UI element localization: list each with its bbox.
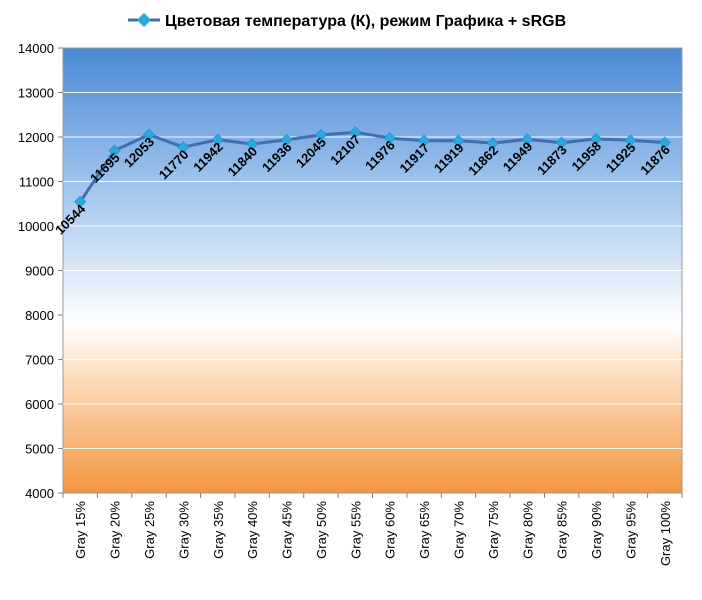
x-tick-label: Gray 55% — [348, 501, 363, 559]
y-tick-label: 7000 — [25, 353, 54, 368]
data-point — [383, 132, 396, 145]
data-point — [211, 133, 224, 146]
x-tick-label: Gray 40% — [245, 501, 260, 559]
legend-marker — [136, 12, 152, 28]
data-point — [418, 134, 431, 147]
x-tick-label: Gray 60% — [383, 501, 398, 559]
x-tick-label: Gray 30% — [176, 501, 191, 559]
x-tick-label: Gray 70% — [451, 501, 466, 559]
data-point — [658, 136, 671, 149]
x-tick-label: Gray 35% — [211, 501, 226, 559]
data-point — [142, 128, 155, 141]
y-tick-label: 14000 — [18, 41, 54, 56]
data-point — [624, 134, 637, 147]
data-point — [280, 133, 293, 146]
legend-label: Цветовая температура (К), режим Графика … — [165, 13, 566, 30]
y-tick-label: 4000 — [25, 486, 54, 501]
x-tick-label: Gray 85% — [555, 501, 570, 559]
x-tick-label: Gray 100% — [658, 501, 673, 566]
y-tick-label: 10000 — [18, 219, 54, 234]
x-tick-label: Gray 90% — [589, 501, 604, 559]
x-axis: Gray 15% Gray 20% Gray 25% Gray 30% Gray 35%… — [62, 493, 683, 566]
data-point — [314, 128, 327, 142]
x-tick-label: Gray 65% — [417, 501, 432, 559]
y-tick-label: 8000 — [25, 308, 54, 323]
data-point — [521, 133, 534, 146]
series-layer — [74, 126, 671, 208]
x-tick-label: Gray 20% — [108, 501, 123, 559]
data-point — [74, 195, 87, 208]
data-point — [108, 144, 121, 157]
data-point — [349, 126, 362, 139]
y-tick-label: 5000 — [25, 442, 54, 457]
data-point — [452, 134, 465, 147]
x-tick-label: Gray 15% — [73, 501, 88, 559]
data-point — [590, 132, 603, 145]
y-tick-label: 9000 — [25, 264, 54, 279]
y-tick-label: 11000 — [19, 175, 54, 190]
series-line — [78, 130, 665, 203]
y-tick-label: 13000 — [18, 86, 54, 101]
data-point — [177, 141, 190, 154]
x-tick-label: Gray 75% — [486, 501, 501, 559]
x-tick-label: Gray 80% — [520, 501, 535, 559]
data-point — [246, 138, 259, 151]
data-point — [555, 136, 568, 149]
x-tick-label: Gray 95% — [623, 501, 638, 559]
x-tick-label: Gray 45% — [280, 501, 295, 559]
x-tick-label: Gray 50% — [314, 501, 329, 559]
y-tick-label: 6000 — [25, 397, 54, 412]
x-tick-label: Gray 25% — [142, 501, 157, 559]
legend: Цветовая температура (К), режим Графика … — [128, 12, 566, 30]
y-tick-label: 12000 — [18, 130, 54, 145]
data-point — [486, 137, 499, 150]
y-axis: 4000 5000 6000 7000 8000 9000 10000 11000 12000 1… — [18, 41, 63, 501]
gridlines — [63, 92, 682, 449]
